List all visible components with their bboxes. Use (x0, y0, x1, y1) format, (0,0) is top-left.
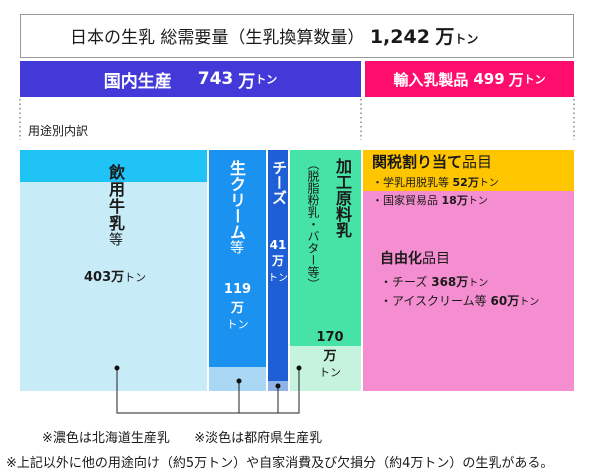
liberalized-title-bold: 自由化 (380, 251, 422, 267)
usage-breakdown-label: 用途別内訳 (28, 124, 89, 138)
tariff-quota-title-bold: 関税割り当て (372, 153, 463, 171)
import-unit-man: 万 (508, 70, 524, 89)
fresh-cream-suffix: 等 (228, 240, 244, 254)
cheese-amount: 41 万 トン (268, 238, 288, 284)
fresh-cream-hokkaido (209, 150, 266, 367)
domestic-unit-ton: トン (255, 73, 278, 86)
chart-title: 日本の生乳 総需要量（生乳換算数量） 1,242 万トン (70, 22, 478, 49)
import-value: 499 (473, 70, 505, 88)
liberalized-item-1-value: 368 (431, 275, 457, 289)
liberalized-title-rest: 品目 (422, 251, 450, 267)
liberalized-block (363, 191, 574, 391)
drinking-milk-hokkaido (20, 150, 207, 182)
title-unit-man: 万 (435, 26, 455, 48)
processing-milk-hokkaido (290, 150, 361, 346)
fresh-cream-amount: 119 万 トン (209, 282, 266, 332)
liberalized-item-2: ・アイスクリーム等 60万トン (380, 292, 539, 309)
tariff-item-1-value: 52 (452, 176, 468, 189)
cheese-label: チーズ (270, 160, 288, 205)
processing-milk-prefectures (290, 346, 361, 391)
liberalized-item-2-label: ・アイスクリーム等 (380, 294, 491, 308)
drinking-milk-suffix: 等 (107, 232, 123, 247)
tariff-item-1-unit-man: 万 (467, 176, 479, 189)
liberalized-item-1-unit-ton: トン (468, 278, 489, 289)
drinking-milk-label: 飲用牛乳等 (103, 164, 127, 247)
processing-milk-amount: 170 万 トン (310, 330, 350, 380)
liberalized-item-1-unit-man: 万 (456, 275, 469, 289)
tariff-quota-item-1: ・学乳用脱乳等 52万トン (372, 174, 499, 190)
processing-milk-value: 170 (316, 330, 344, 345)
processing-milk-unit-ton: トン (319, 366, 341, 379)
cheese-hokkaido (268, 150, 288, 381)
connector-outer (116, 368, 300, 414)
domestic-production-bar: 国内生産 743 万トン (20, 61, 361, 97)
dot-drinking-milk (114, 365, 120, 371)
domestic-unit-man: 万 (238, 71, 256, 92)
tariff-quota-block (363, 150, 574, 191)
note-other-uses: ※上記以外に他の用途向け（約5万トン）や自家消費及び欠損分（約4万トン）の生乳が… (6, 456, 554, 471)
dot-processing-milk (296, 365, 302, 371)
fresh-cream-unit-ton: トン (226, 318, 249, 331)
tariff-item-1-unit-ton: トン (478, 178, 499, 189)
drinking-milk-name: 飲用牛乳 (106, 164, 125, 232)
shade-notes: ※濃色は北海道生産乳 ※淡色は都府県生産乳 (42, 427, 322, 446)
processing-milk-sublabel: （脱脂粉乳・バター等） (306, 158, 320, 290)
tariff-quota-title: 関税割り当て品目 (372, 151, 492, 172)
note-light-shade: ※淡色は都府県生産乳 (194, 431, 323, 446)
cheese-unit-ton: トン (268, 273, 288, 284)
tariff-quota-item-2: ・国家貿易品 18万トン (372, 192, 488, 208)
note-dark-shade: ※濃色は北海道生産乳 (42, 431, 170, 446)
drinking-milk-unit-ton: トン (124, 271, 147, 284)
tariff-item-2-unit-man: 万 (456, 194, 468, 207)
fresh-cream-label: 生クリーム等 (224, 160, 248, 254)
title-box (20, 14, 574, 58)
drinking-milk-unit-man: 万 (111, 270, 125, 285)
liberalized-item-1: ・チーズ 368万トン (380, 273, 488, 290)
drinking-milk-amount: 403万トン (84, 266, 146, 285)
liberalized-item-2-unit-ton: トン (519, 297, 540, 308)
import-label: 輸入乳製品 (393, 70, 469, 89)
liberalized-item-2-unit-man: 万 (507, 294, 520, 308)
title-value: 1,242 (369, 26, 430, 48)
domestic-value: 743 (197, 69, 234, 89)
processing-milk-label: 加工原料乳 (333, 158, 352, 238)
drinking-milk-value: 403 (84, 270, 112, 285)
imported-dairy-bar: 輸入乳製品 499 万トン (365, 61, 574, 97)
dot-cheese (275, 383, 281, 389)
fresh-cream-unit-man: 万 (230, 301, 244, 316)
tariff-item-1-label: ・学乳用脱乳等 (372, 176, 453, 189)
liberalized-item-2-value: 60 (490, 294, 508, 308)
tariff-item-2-unit-ton: トン (467, 196, 488, 207)
fresh-cream-name: 生クリーム (227, 160, 246, 240)
import-unit-ton: トン (523, 73, 546, 86)
cheese-value: 41 (269, 238, 287, 252)
domestic-label: 国内生産 (103, 71, 172, 92)
tariff-item-2-value: 18 (441, 194, 457, 207)
cheese-unit-man: 万 (271, 254, 284, 268)
dot-fresh-cream (236, 378, 242, 384)
tariff-item-2-label: ・国家貿易品 (372, 194, 442, 207)
liberalized-item-1-label: ・チーズ (380, 275, 432, 289)
processing-milk-unit-man: 万 (323, 349, 337, 364)
liberalized-title: 自由化品目 (380, 248, 450, 268)
drinking-milk-prefectures (20, 182, 207, 391)
title-prefix: 日本の生乳 総需要量（生乳換算数量） (70, 28, 365, 48)
title-unit-ton: トン (454, 32, 479, 46)
fresh-cream-value: 119 (223, 282, 252, 297)
tariff-quota-title-rest: 品目 (462, 153, 493, 171)
